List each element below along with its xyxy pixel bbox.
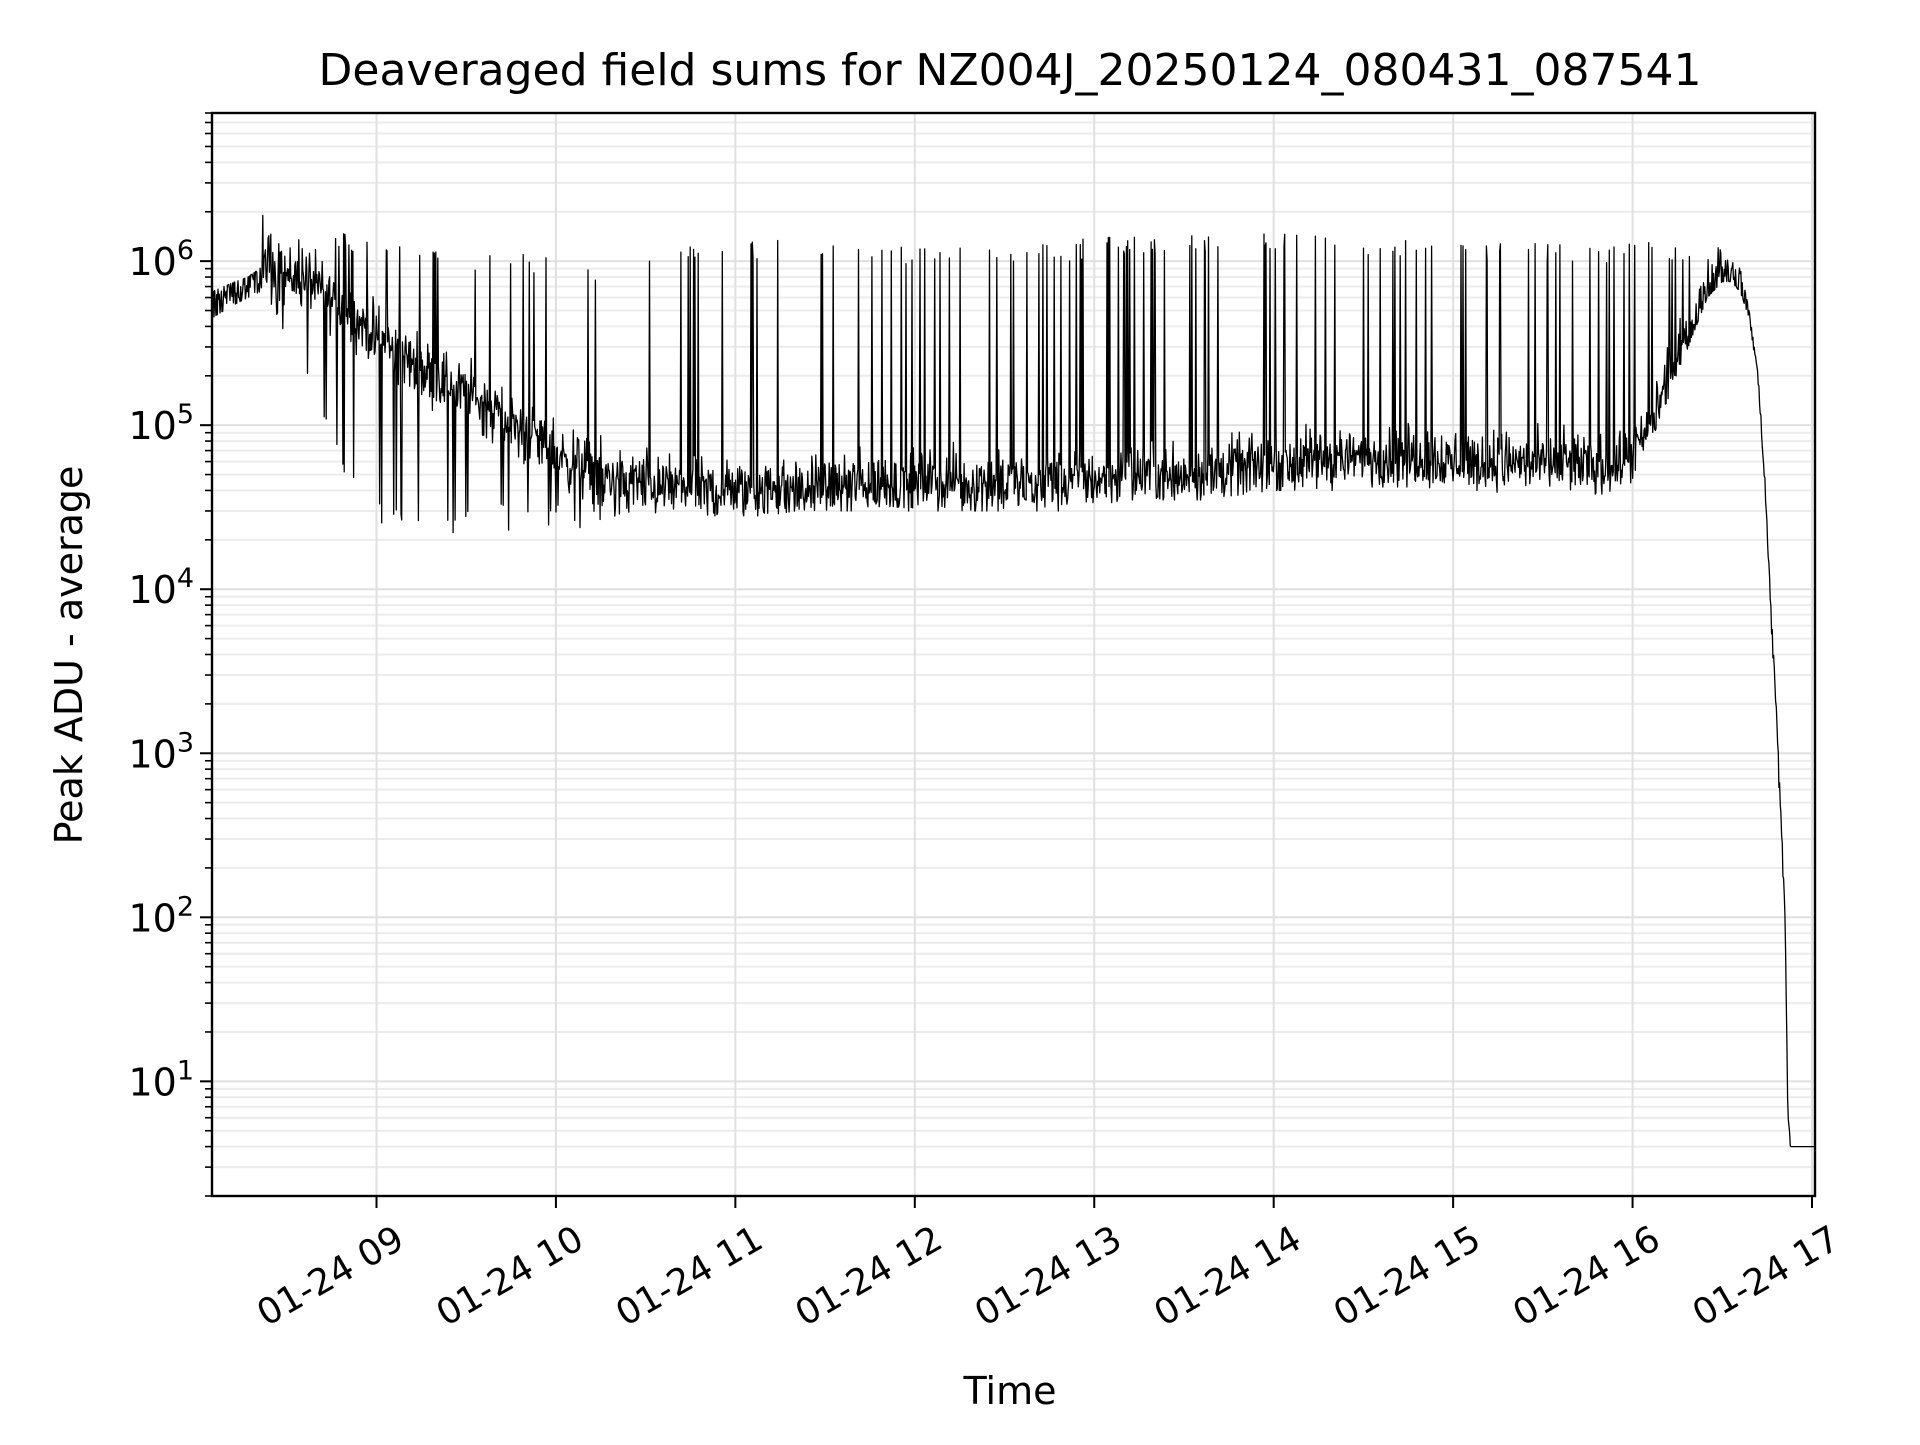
data-series xyxy=(211,214,1815,1148)
y-axis-label: Peak ADU - average xyxy=(47,466,91,845)
y-tick-label: 104 xyxy=(128,563,194,612)
y-tick-label: 103 xyxy=(128,727,194,776)
y-tick-label: 102 xyxy=(128,891,194,940)
axes xyxy=(200,111,1817,1208)
y-tick-label: 106 xyxy=(128,235,194,284)
y-tick-label: 101 xyxy=(128,1055,194,1104)
plot-frame xyxy=(210,111,1817,1198)
x-axis-label: Time xyxy=(963,1369,1057,1413)
chart-title: Deaveraged field sums for NZ004J_2025012… xyxy=(319,45,1702,96)
data-series-line xyxy=(211,214,1815,1148)
y-tick-label: 105 xyxy=(128,399,194,448)
